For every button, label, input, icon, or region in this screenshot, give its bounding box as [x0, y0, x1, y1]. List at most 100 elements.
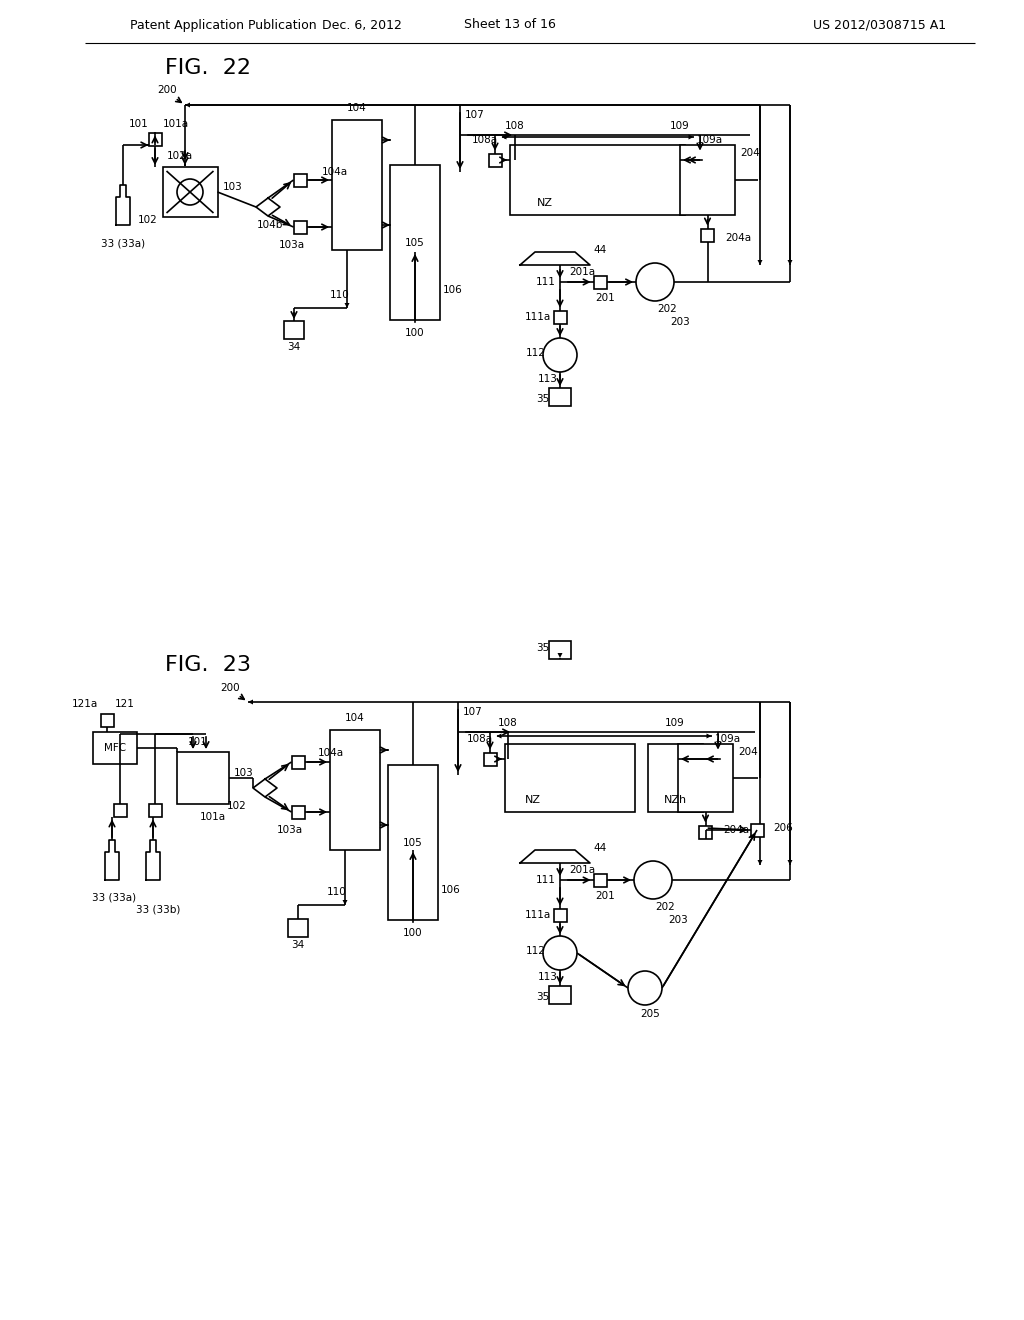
- Text: 109a: 109a: [697, 135, 723, 145]
- Text: 105: 105: [406, 238, 425, 248]
- Text: 104a: 104a: [322, 168, 348, 177]
- Text: FIG.  23: FIG. 23: [165, 655, 251, 675]
- Text: 108a: 108a: [472, 135, 498, 145]
- Text: 104: 104: [347, 103, 367, 114]
- Bar: [549, 642, 571, 659]
- Bar: [332, 120, 382, 249]
- Text: 104a: 104a: [318, 748, 344, 758]
- Bar: [294, 220, 306, 234]
- Text: 103: 103: [234, 768, 254, 777]
- Text: NZ: NZ: [525, 795, 541, 805]
- Bar: [554, 908, 566, 921]
- Text: 112: 112: [526, 946, 546, 956]
- Text: 100: 100: [403, 928, 423, 939]
- Bar: [594, 276, 606, 289]
- Bar: [699, 825, 712, 838]
- Polygon shape: [344, 304, 349, 308]
- Bar: [163, 168, 217, 216]
- Text: 35: 35: [537, 643, 550, 653]
- Bar: [390, 165, 440, 319]
- Text: 33 (33a): 33 (33a): [101, 238, 145, 248]
- Text: 111a: 111a: [525, 312, 551, 322]
- Text: 35: 35: [537, 393, 550, 404]
- Text: NZ: NZ: [537, 198, 553, 209]
- Text: 204a: 204a: [724, 825, 750, 836]
- Text: 105: 105: [403, 837, 423, 847]
- Bar: [594, 874, 606, 887]
- Bar: [712, 752, 725, 766]
- Text: 121a: 121a: [72, 700, 98, 709]
- Text: 103a: 103a: [279, 240, 305, 249]
- Text: 103a: 103a: [276, 825, 303, 836]
- Bar: [114, 804, 127, 817]
- Text: Dec. 6, 2012: Dec. 6, 2012: [323, 18, 402, 32]
- Polygon shape: [787, 861, 793, 865]
- Polygon shape: [688, 135, 693, 140]
- Bar: [148, 132, 162, 145]
- Text: 203: 203: [668, 915, 688, 925]
- Text: 108: 108: [498, 718, 518, 729]
- Text: 111: 111: [536, 875, 556, 884]
- Text: 100: 100: [406, 327, 425, 338]
- Text: 112: 112: [526, 348, 546, 358]
- Bar: [93, 733, 137, 764]
- Text: 113: 113: [538, 972, 558, 982]
- Bar: [648, 744, 703, 812]
- Text: NZh: NZh: [664, 795, 687, 805]
- Text: 110: 110: [327, 887, 347, 898]
- Polygon shape: [557, 653, 562, 657]
- Text: 200: 200: [220, 682, 240, 693]
- Bar: [330, 730, 380, 850]
- Bar: [148, 804, 162, 817]
- Text: 102: 102: [227, 801, 247, 810]
- Text: 201: 201: [595, 891, 614, 902]
- Bar: [488, 153, 502, 166]
- Text: Patent Application Publication: Patent Application Publication: [130, 18, 316, 32]
- Text: 111: 111: [536, 277, 556, 286]
- Text: 203: 203: [670, 317, 690, 327]
- Text: 201a: 201a: [569, 267, 595, 277]
- Text: 106: 106: [441, 884, 461, 895]
- Text: 101a: 101a: [200, 812, 226, 822]
- Bar: [100, 714, 114, 726]
- Polygon shape: [185, 103, 190, 107]
- Text: FIG.  22: FIG. 22: [165, 58, 251, 78]
- Polygon shape: [342, 900, 347, 906]
- Text: 202: 202: [657, 304, 677, 314]
- Text: 35: 35: [537, 993, 550, 1002]
- Bar: [678, 744, 733, 812]
- Text: 44: 44: [593, 843, 606, 853]
- Text: 201: 201: [595, 293, 614, 304]
- Polygon shape: [758, 861, 763, 865]
- Bar: [554, 310, 566, 323]
- Text: 205: 205: [640, 1008, 659, 1019]
- Bar: [693, 153, 707, 166]
- Bar: [505, 744, 635, 812]
- Text: 204: 204: [740, 148, 760, 158]
- Text: 201a: 201a: [569, 865, 595, 875]
- Bar: [510, 145, 685, 215]
- Text: 108: 108: [505, 121, 525, 131]
- Text: 102: 102: [138, 215, 158, 224]
- Text: 103: 103: [222, 182, 243, 191]
- Text: Sheet 13 of 16: Sheet 13 of 16: [464, 18, 556, 32]
- Bar: [292, 755, 304, 768]
- Text: 109: 109: [670, 121, 690, 131]
- Text: 106: 106: [443, 285, 463, 294]
- Text: 107: 107: [463, 708, 482, 717]
- Bar: [549, 388, 571, 407]
- Text: 108a: 108a: [467, 734, 494, 744]
- Text: 44: 44: [593, 246, 606, 255]
- Text: 101: 101: [188, 737, 208, 747]
- Text: 206: 206: [773, 822, 793, 833]
- Text: 104b: 104b: [257, 220, 284, 230]
- Bar: [294, 173, 306, 186]
- Bar: [292, 805, 304, 818]
- Text: 204a: 204a: [725, 234, 752, 243]
- Text: US 2012/0308715 A1: US 2012/0308715 A1: [813, 18, 946, 32]
- Text: 33 (33b): 33 (33b): [136, 906, 180, 915]
- Polygon shape: [248, 700, 253, 705]
- Polygon shape: [502, 135, 507, 140]
- Text: 101a: 101a: [163, 119, 189, 129]
- Text: 104: 104: [345, 713, 365, 723]
